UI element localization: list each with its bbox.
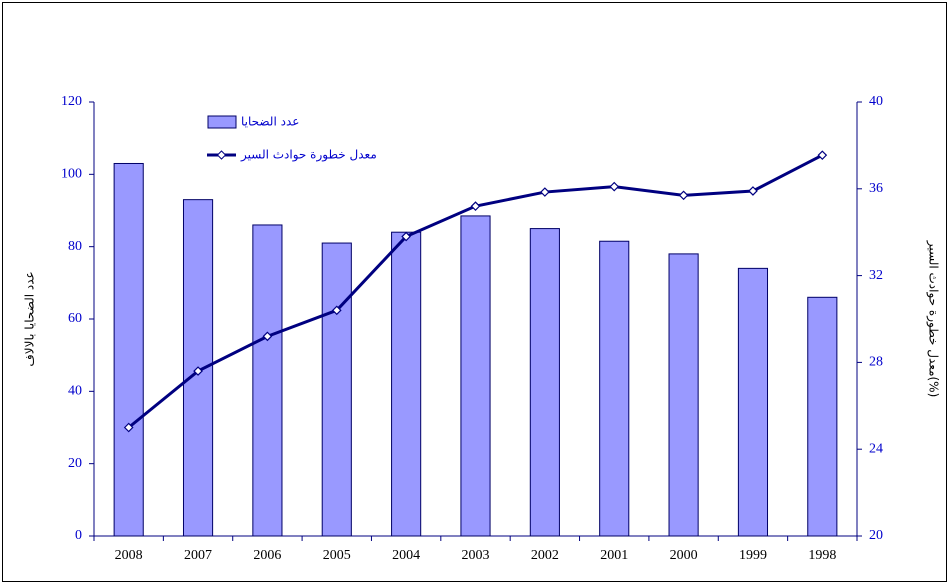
bar (391, 231, 422, 537)
legend-swatch (207, 115, 237, 129)
x-tick-label: 1999 (739, 548, 767, 563)
bar (737, 267, 769, 537)
x-tick-label: 2003 (462, 548, 490, 563)
y2-tick-label: 36 (869, 181, 883, 196)
x-tick-label: 2007 (184, 548, 212, 563)
y2-tick-label: 28 (869, 355, 883, 370)
bar (252, 224, 283, 537)
y-axis-title: عدد الضحايا بالالاف (23, 271, 37, 366)
y2-tick-label: 40 (869, 94, 883, 109)
marker (678, 190, 689, 201)
x-tick-label: 2006 (253, 548, 281, 563)
bar (599, 240, 630, 537)
marker (123, 422, 134, 433)
bar (807, 296, 838, 537)
y-tick-label: 60 (68, 311, 82, 326)
x-tick-label: 1998 (808, 548, 836, 563)
marker (817, 150, 828, 161)
y-tick-label: 80 (68, 239, 82, 254)
marker (331, 305, 342, 316)
y2-tick-label: 24 (869, 441, 883, 456)
y-tick-label: 120 (61, 94, 82, 109)
marker (609, 181, 620, 192)
marker (401, 231, 411, 242)
marker (470, 201, 481, 212)
y2-tick-label: 20 (869, 528, 883, 543)
marker (748, 186, 758, 196)
bar (529, 228, 560, 537)
y-tick-label: 20 (68, 456, 82, 471)
y-tick-label: 100 (61, 167, 82, 182)
legend-label: معدل خطورة حوادث السير (240, 148, 377, 163)
y-tick-label: 0 (75, 528, 82, 543)
legend-label: عدد الضحايا (241, 115, 299, 129)
x-tick-label: 2005 (323, 548, 351, 563)
marker (193, 366, 203, 376)
x-tick-label: 2004 (392, 548, 420, 563)
bar (321, 242, 352, 537)
x-tick-label: 2000 (670, 548, 698, 563)
x-tick-label: 2002 (531, 548, 559, 563)
bar (113, 162, 144, 537)
marker (540, 187, 550, 197)
y-tick-label: 40 (68, 384, 82, 399)
bar (668, 253, 699, 537)
y2-axis-title: معدل خطورة حوادث السير(%) (926, 240, 941, 398)
bar (460, 215, 491, 537)
legend-marker (216, 150, 227, 160)
y2-tick-label: 32 (869, 268, 883, 283)
x-tick-label: 2001 (600, 548, 628, 563)
marker (262, 331, 273, 342)
x-tick-label: 2008 (115, 548, 143, 563)
